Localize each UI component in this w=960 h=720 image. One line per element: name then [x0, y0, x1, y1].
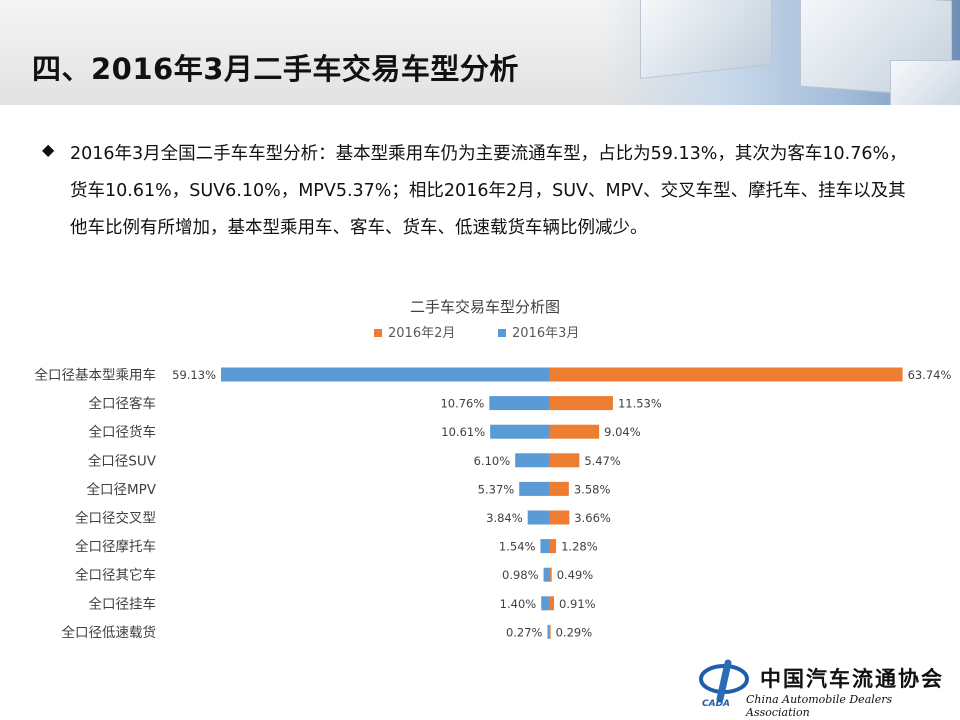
bar-mar — [515, 453, 549, 468]
bar-mar — [540, 539, 549, 554]
cada-logo-mark: CADA — [699, 659, 749, 707]
bar-feb — [549, 367, 903, 382]
data-label-mar: 59.13% — [172, 368, 216, 382]
data-label-feb: 0.49% — [557, 568, 594, 582]
bar-feb — [549, 624, 551, 639]
category-label: 全口径低速载货 — [62, 624, 157, 641]
bar-feb — [549, 596, 555, 611]
data-label-mar: 5.37% — [478, 482, 515, 496]
data-label-mar: 1.54% — [499, 540, 536, 554]
logo-chinese-name: 中国汽车流通协会 — [760, 666, 944, 691]
logo-english-name: China Automobile Dealers Association — [746, 693, 893, 719]
bar-feb — [549, 539, 557, 554]
data-label-mar: 10.76% — [440, 397, 484, 411]
chart-bars: 全口径基本型乘用车 59.13% 63.74% 全口径客车 10.76% 11.53% 全口… — [35, 367, 952, 641]
legend-label-feb: 2016年2月 — [388, 326, 455, 341]
diamond-bullet-icon: ◆ — [42, 140, 55, 159]
bar-feb — [549, 567, 552, 582]
data-label-mar: 6.10% — [474, 454, 511, 468]
category-label: 全口径SUV — [88, 452, 157, 469]
data-label-mar: 0.27% — [506, 625, 543, 639]
bar-mar — [490, 424, 549, 439]
data-label-feb: 9.04% — [604, 425, 641, 439]
category-label: 全口径货车 — [89, 424, 157, 441]
category-label: 全口径交叉型 — [75, 510, 156, 527]
category-label: 全口径客车 — [89, 395, 157, 412]
bar-mar — [221, 367, 549, 382]
legend-label-mar: 2016年3月 — [512, 326, 579, 341]
data-label-mar: 0.98% — [502, 568, 539, 582]
data-label-feb: 5.47% — [584, 454, 621, 468]
bar-mar — [543, 567, 549, 582]
legend-swatch-mar — [498, 329, 506, 337]
data-label-feb: 0.91% — [559, 597, 596, 611]
bar-feb — [549, 396, 613, 411]
bar-feb — [549, 424, 600, 439]
category-label: 全口径基本型乘用车 — [35, 367, 157, 384]
bar-feb — [549, 453, 580, 468]
category-label: 全口径挂车 — [89, 595, 157, 612]
bar-mar — [527, 510, 549, 525]
bar-mar — [541, 596, 549, 611]
data-label-feb: 63.74% — [908, 368, 952, 382]
data-label-feb: 3.66% — [574, 511, 611, 525]
bar-feb — [549, 481, 569, 496]
summary-text: 2016年3月全国二手车车型分析：基本型乘用车仍为主要流通车型，占比为59.13… — [70, 144, 907, 238]
data-label-mar: 10.61% — [441, 425, 485, 439]
data-label-feb: 0.29% — [556, 625, 593, 639]
chart-title: 二手车交易车型分析图 — [410, 298, 560, 316]
category-label: 全口径MPV — [86, 481, 156, 498]
bar-mar — [519, 481, 549, 496]
bar-feb — [549, 510, 570, 525]
slide-title: 四、2016年3月二手车交易车型分析 — [32, 52, 519, 86]
data-label-mar: 1.40% — [500, 597, 537, 611]
cada-logo: CADA 中国汽车流通协会 China Automobile Dealers A… — [690, 655, 950, 719]
legend-swatch-feb — [374, 329, 382, 337]
category-label: 全口径摩托车 — [75, 538, 156, 555]
bar-mar — [489, 396, 549, 411]
legend: 2016年2月 2016年3月 — [374, 326, 579, 341]
data-label-feb: 1.28% — [561, 540, 598, 554]
data-label-feb: 3.58% — [574, 482, 611, 496]
slide-header: 四、2016年3月二手车交易车型分析 — [0, 0, 960, 105]
category-label: 全口径其它车 — [75, 567, 156, 584]
header-cube-3 — [890, 60, 960, 105]
svg-text:CADA: CADA — [702, 699, 730, 707]
data-label-feb: 11.53% — [618, 397, 662, 411]
data-label-mar: 3.84% — [486, 511, 523, 525]
bar-mar — [547, 624, 549, 639]
